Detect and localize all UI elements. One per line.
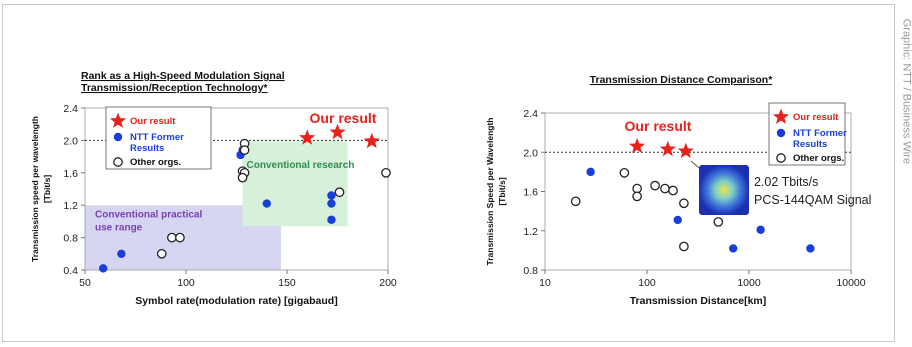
x-axis-label: Transmission Distance[km] [630, 295, 767, 307]
data-point-filled-circle [327, 199, 336, 208]
legend-label: Our result [793, 112, 839, 123]
y-axis-label-line: Transmission Speed per Wavelength [485, 117, 495, 265]
x-axis-label: Symbol rate(modulation rate) [gigabaud] [135, 295, 337, 307]
y-tick-label: 1.2 [523, 226, 538, 238]
x-tick-label: 150 [278, 277, 296, 289]
data-point-open-circle [167, 232, 177, 243]
plot-area [84, 107, 389, 271]
data-point-filled-circle [729, 244, 738, 253]
data-point-open-circle [679, 241, 689, 252]
data-point-star [629, 137, 646, 154]
data-point-open-circle [668, 185, 678, 196]
legend-marker-star [109, 112, 127, 128]
data-point-open-circle [381, 167, 391, 178]
legend-label: Our result [130, 116, 176, 127]
data-point-star [659, 140, 676, 157]
data-point-filled-circle [756, 225, 765, 234]
data-point-star [677, 142, 694, 159]
data-point-open-circle [239, 145, 250, 155]
y-tick-label: 2.0 [63, 135, 78, 147]
region-label: Conventional research [247, 160, 355, 171]
y-tick-label: 0.8 [63, 233, 78, 245]
data-point-star [329, 123, 346, 140]
data-point-filled-circle [586, 167, 595, 177]
image-credit: Graphic: NTT / Business Wire [900, 18, 912, 164]
legend-marker-open-circle [776, 153, 786, 163]
our-result-annotation: Our result [625, 118, 692, 134]
legend-label: NTT Former [793, 128, 847, 139]
y-tick-label: 0.8 [523, 265, 538, 277]
data-point-open-circle [175, 232, 185, 243]
data-point-open-circle [156, 248, 167, 259]
y-tick-label: 2.0 [523, 147, 538, 159]
y-axis-label-line: [Tbit/s] [42, 175, 52, 203]
data-point-filled-circle [673, 215, 682, 225]
data-point-filled-circle [262, 199, 271, 208]
signal-annotation: PCS-144QAM Signal [754, 193, 871, 207]
data-point-open-circle [660, 183, 670, 194]
legend-label: Other orgs. [793, 153, 844, 164]
data-point-open-circle [334, 187, 345, 198]
x-tick-label: 1000 [737, 277, 761, 289]
region-label: use range [95, 222, 143, 233]
signal-annotation: 2.02 Tbits/s [754, 175, 818, 189]
legend-label: Results [793, 139, 827, 150]
x-tick-label: 50 [79, 277, 91, 289]
shaded-region [242, 140, 348, 227]
y-tick-label: 2.4 [523, 108, 538, 120]
y-tick-label: 1.2 [63, 200, 78, 212]
data-point-filled-circle [98, 264, 108, 273]
legend-marker-open-circle [113, 157, 123, 167]
data-point-open-circle [713, 217, 724, 227]
data-point-open-circle [619, 168, 630, 178]
legend-box [105, 106, 212, 170]
data-point-open-circle [650, 180, 660, 191]
y-axis-label-line: Transmission speed per wavelength [30, 116, 40, 262]
y-axis-label-line: [Tbit/s] [497, 177, 507, 205]
figure-frame: Rank as a High-Speed Modulation Signal Tr… [2, 4, 895, 342]
data-point-filled-circle [327, 215, 336, 224]
x-tick-label: 100 [638, 277, 656, 289]
data-point-star [363, 132, 380, 149]
data-point-star [299, 129, 316, 145]
x-tick-label: 200 [379, 277, 397, 289]
y-tick-label: 0.4 [63, 265, 78, 277]
data-point-open-circle [237, 172, 248, 183]
y-tick-label: 2.4 [63, 103, 78, 115]
constellation-inset [699, 165, 749, 215]
our-result-annotation: Our result [310, 110, 377, 126]
data-point-open-circle [679, 198, 689, 209]
data-point-filled-circle [806, 244, 815, 253]
legend-marker-filled-circle [113, 132, 123, 142]
chart-title-line: Transmission Distance Comparison* [590, 74, 774, 86]
legend-label: Results [130, 143, 164, 154]
region-label: Conventional practical [95, 209, 202, 220]
chart-symbol-rate: Rank as a High-Speed Modulation SignalTr… [30, 70, 397, 307]
x-tick-label: 100 [177, 277, 195, 289]
legend-label: NTT Former [130, 132, 184, 143]
data-point-filled-circle [327, 191, 336, 200]
x-tick-label: 10000 [836, 277, 865, 289]
data-point-open-circle [570, 196, 581, 207]
chart-title-line: Transmission/Reception Technology* [81, 82, 268, 94]
y-tick-label: 1.6 [63, 168, 78, 180]
chart-transmission-distance: Transmission Distance Comparison* 0.8 1.2 1… [485, 74, 871, 307]
chart-title-line: Rank as a High-Speed Modulation Signal [81, 70, 285, 82]
data-point-filled-circle [117, 249, 126, 258]
legend-marker-star [772, 108, 790, 124]
y-tick-label: 1.6 [523, 187, 538, 199]
x-tick-label: 10 [539, 277, 551, 289]
data-point-open-circle [632, 191, 642, 202]
legend-label: Other orgs. [130, 157, 181, 168]
legend-marker-filled-circle [776, 128, 786, 138]
data-point-open-circle [632, 183, 642, 194]
